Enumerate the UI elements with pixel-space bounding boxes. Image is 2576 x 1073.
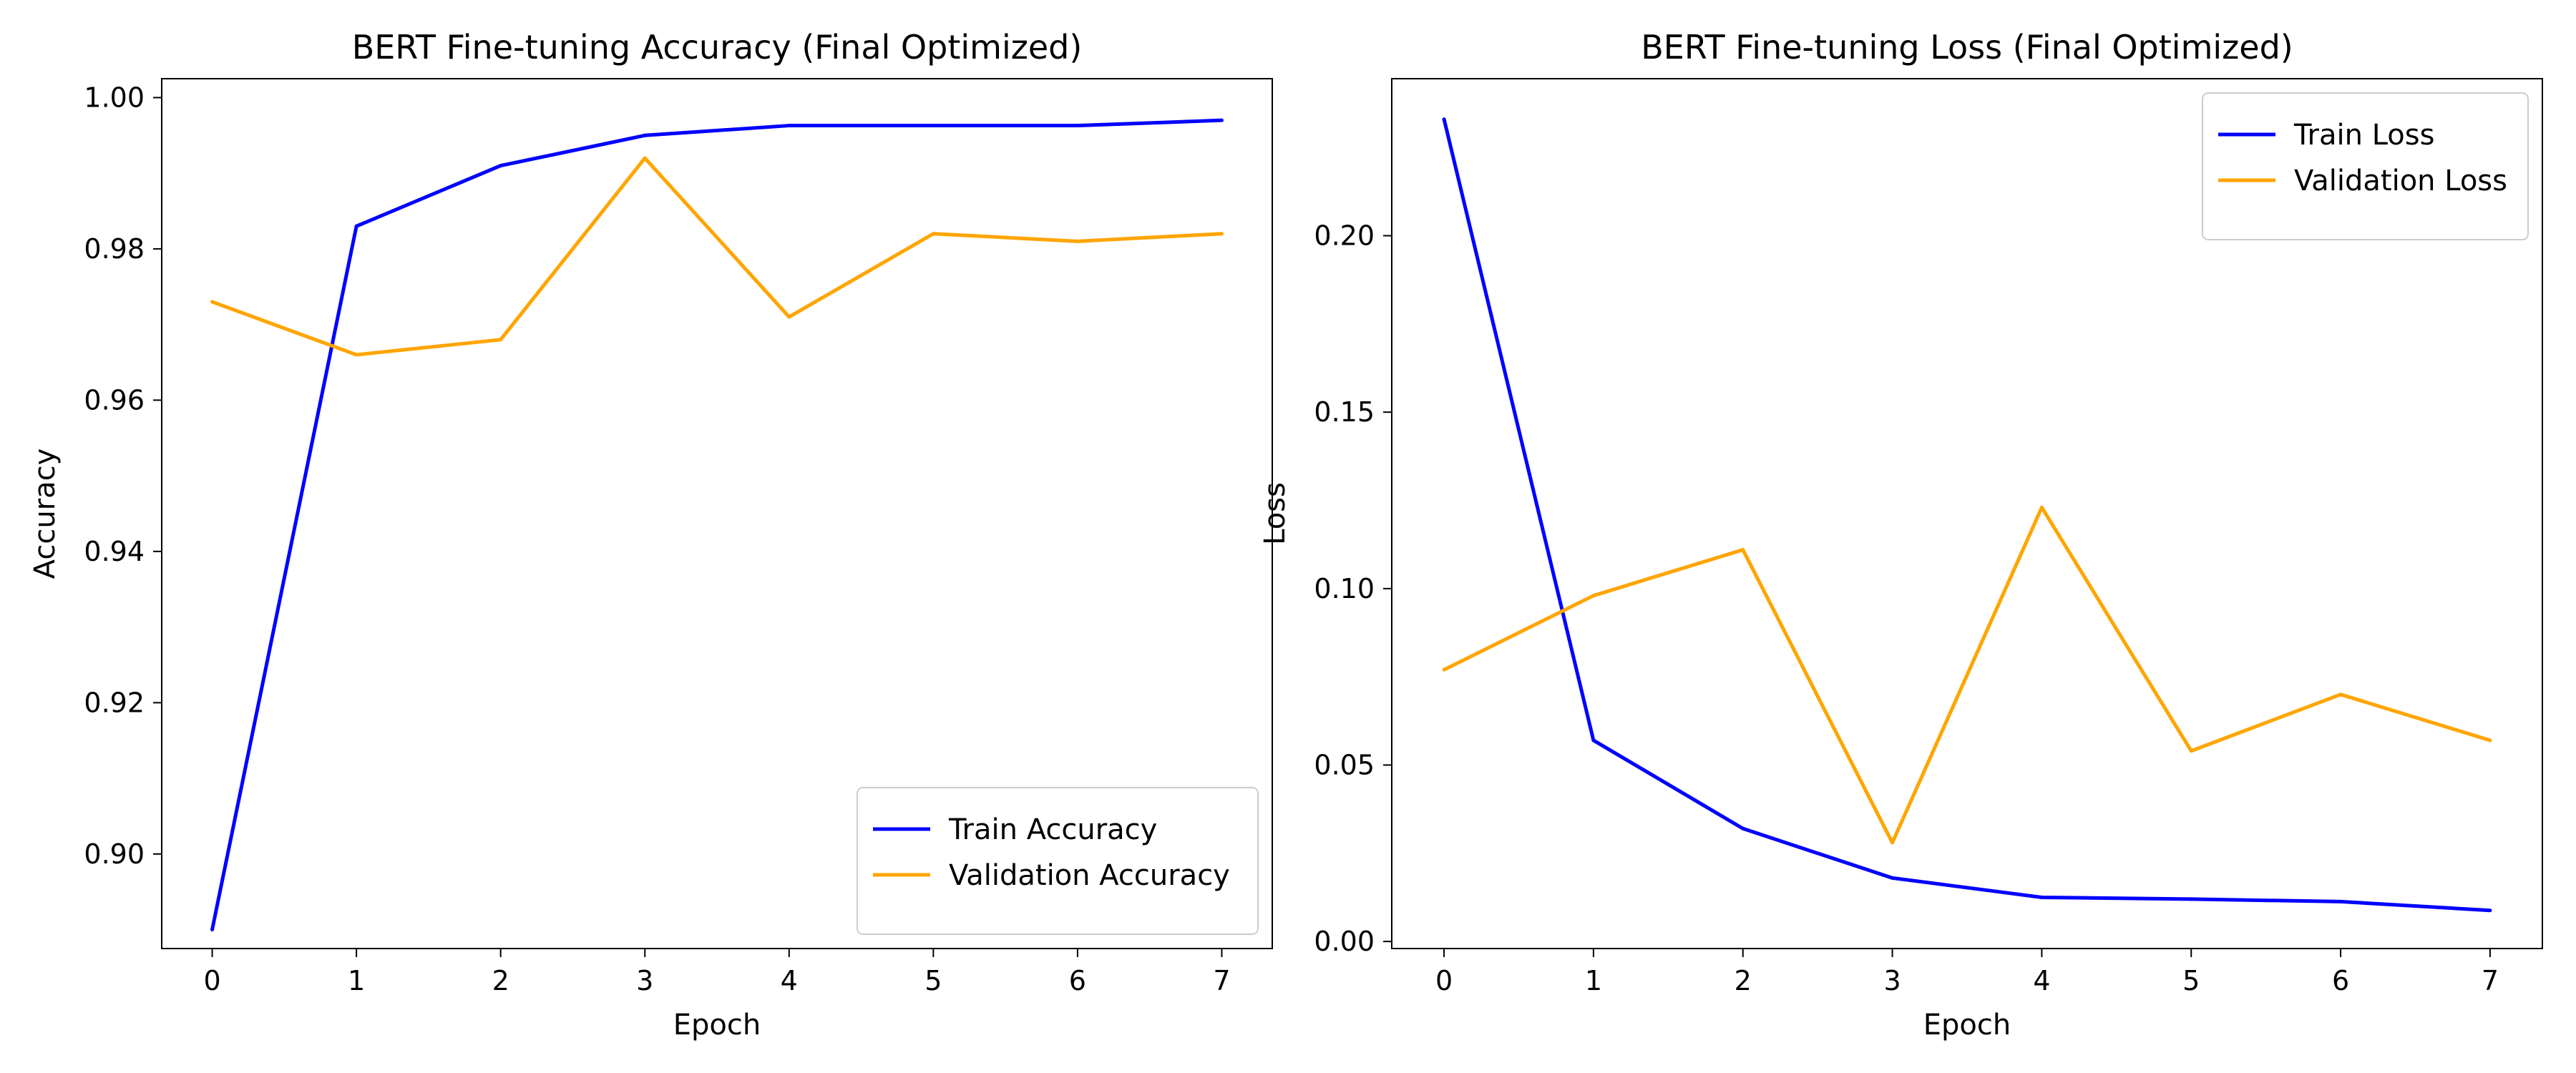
x-tick-label: 1 <box>348 965 365 996</box>
data-point <box>1741 548 1745 552</box>
chart-title: BERT Fine-tuning Accuracy (Final Optimiz… <box>352 28 1083 67</box>
data-point <box>787 315 791 319</box>
data-point <box>1075 239 1080 243</box>
data-point <box>1741 826 1745 831</box>
x-tick-label: 3 <box>1883 965 1901 996</box>
series-line-1 <box>1443 505 2491 845</box>
plot-frame <box>1391 78 2543 949</box>
plot-frame <box>161 78 1273 949</box>
data-point <box>931 124 935 128</box>
x-tick-label: 2 <box>492 965 509 996</box>
x-tick-label: 6 <box>2332 965 2349 996</box>
x-tick-label: 6 <box>1069 965 1086 996</box>
x-tick-label: 7 <box>2482 965 2499 996</box>
y-tick-label: 0.90 <box>84 838 145 870</box>
chart-1: BERT Fine-tuning Loss (Final Optimized) 0… <box>1259 28 2543 1042</box>
data-point <box>643 156 647 160</box>
data-point <box>1442 667 1446 672</box>
legend-label: Train Loss <box>2293 119 2434 152</box>
data-point <box>1219 118 1224 122</box>
legend-box <box>2202 92 2529 240</box>
legend: Train Loss Validation Loss <box>2202 92 2529 240</box>
data-point <box>1442 117 1446 122</box>
data-point <box>499 338 503 342</box>
x-tick-label: 4 <box>2033 965 2050 996</box>
y-tick-label: 0.00 <box>1314 926 1375 957</box>
series-line-0 <box>1442 119 2491 913</box>
y-axis-label: Accuracy <box>29 449 62 579</box>
x-tick-label: 4 <box>781 965 798 996</box>
y-tick-label: 0.15 <box>1314 396 1375 428</box>
x-tick-label: 7 <box>1213 965 1230 996</box>
y-tick-label: 0.96 <box>84 384 145 416</box>
data-point <box>2189 749 2193 753</box>
x-tick-label: 5 <box>924 965 942 996</box>
data-point <box>1075 124 1080 128</box>
y-tick-label: 0.98 <box>84 233 145 265</box>
data-point <box>1219 232 1224 236</box>
series-line-1 <box>211 156 1222 357</box>
data-point <box>1591 594 1596 598</box>
x-tick-label: 2 <box>1735 965 1752 996</box>
data-point <box>2039 505 2044 509</box>
data-point <box>1890 876 1895 880</box>
data-point <box>2488 738 2492 743</box>
series-line-0 <box>210 118 1222 931</box>
data-point <box>931 232 935 236</box>
x-tick-label: 3 <box>636 965 653 996</box>
data-point <box>354 353 358 357</box>
y-axis-label: Loss <box>1259 482 1292 545</box>
data-point <box>1591 738 1596 743</box>
y-tick-label: 0.05 <box>1314 749 1375 780</box>
chart-title: BERT Fine-tuning Loss (Final Optimized) <box>1641 28 2293 67</box>
data-point <box>499 164 503 168</box>
y-tick-label: 0.92 <box>84 687 145 718</box>
legend: Train Accuracy Validation Accuracy <box>857 787 1259 935</box>
data-point <box>2488 908 2492 913</box>
data-point <box>1890 841 1895 845</box>
y-tick-label: 1.00 <box>84 82 145 113</box>
data-point <box>210 300 215 304</box>
data-point <box>2189 897 2193 901</box>
data-point <box>354 224 358 228</box>
data-point <box>787 124 791 128</box>
data-point <box>2338 692 2343 697</box>
y-tick-label: 0.20 <box>1314 220 1375 252</box>
x-tick-label: 0 <box>203 965 220 996</box>
x-axis-label: Epoch <box>673 1009 761 1042</box>
y-tick-label: 0.10 <box>1314 573 1375 604</box>
data-point <box>2039 895 2044 899</box>
x-tick-label: 5 <box>2182 965 2200 996</box>
legend-label: Validation Accuracy <box>949 859 1230 892</box>
data-point <box>2338 899 2343 903</box>
x-tick-label: 1 <box>1585 965 1602 996</box>
legend-label: Train Accuracy <box>948 813 1157 846</box>
legend-box <box>857 787 1259 935</box>
legend-label: Validation Loss <box>2294 165 2507 197</box>
x-axis-label: Epoch <box>1923 1009 2011 1042</box>
chart-0: BERT Fine-tuning Accuracy (Final Optimiz… <box>29 28 1273 1042</box>
y-tick-label: 0.94 <box>84 536 145 567</box>
data-point <box>643 133 647 137</box>
x-tick-label: 0 <box>1435 965 1453 996</box>
data-point <box>210 928 215 932</box>
